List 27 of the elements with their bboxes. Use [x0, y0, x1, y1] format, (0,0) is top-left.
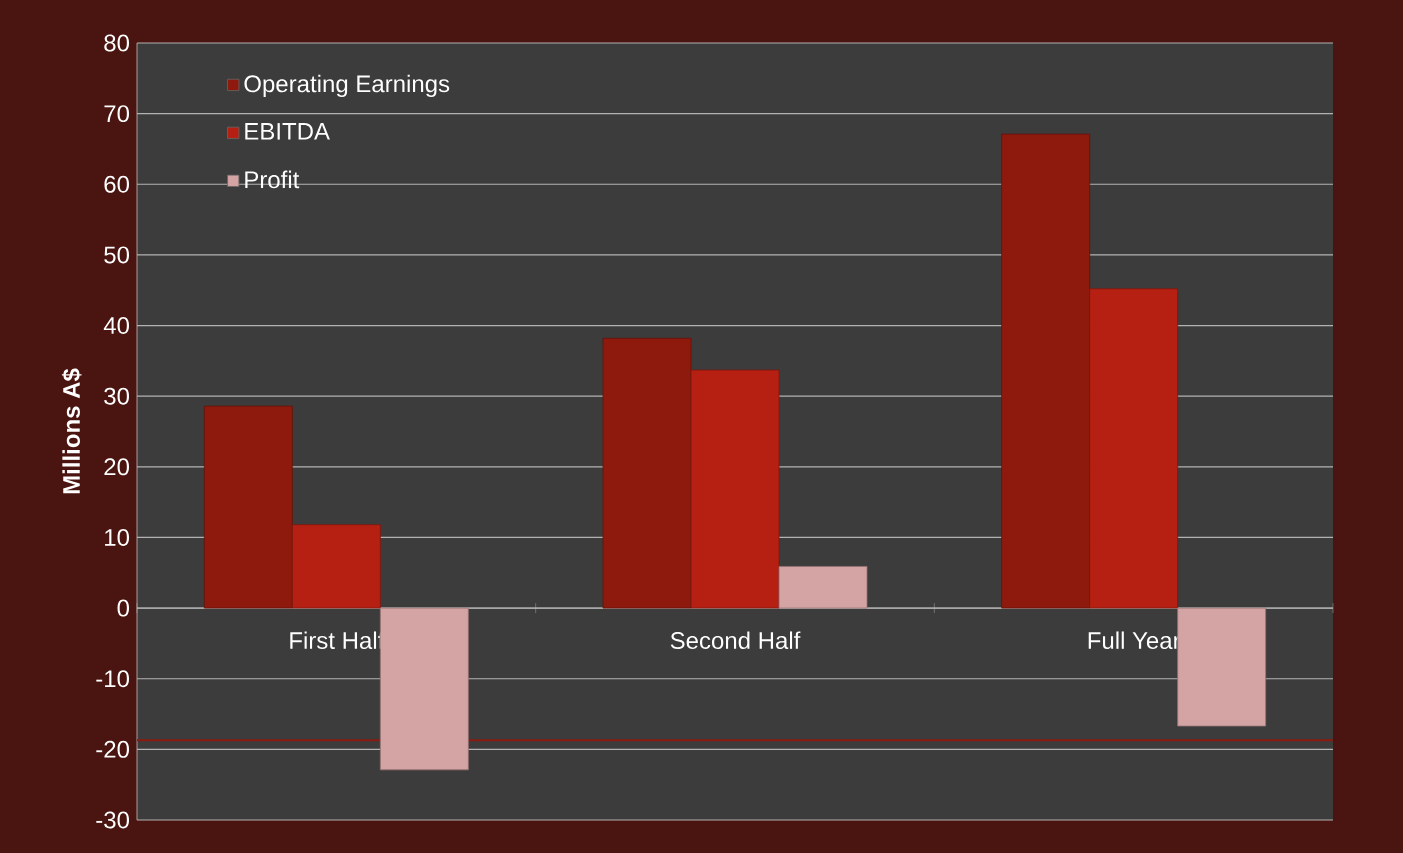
y-tick-label: 0: [117, 599, 130, 617]
legend-label: Operating Earnings: [244, 74, 450, 98]
bar: [602, 337, 692, 609]
x-tick-label: Full Year: [1088, 631, 1181, 650]
bar: [690, 369, 780, 609]
y-tick-label: 50: [104, 246, 130, 264]
y-tick-label: 40: [103, 317, 130, 335]
x-tick-label: Second Half: [670, 631, 801, 650]
legend-label: EBITDA: [245, 123, 330, 140]
bar: [778, 566, 868, 609]
bar: [291, 524, 381, 609]
y-tick-label: -10: [96, 670, 130, 688]
y-tick-label: 30: [104, 387, 130, 405]
y-tick-label: -30: [96, 811, 130, 829]
bar: [1177, 607, 1267, 727]
y-tick-label: 70: [104, 105, 130, 123]
y-tick-label: 20: [104, 458, 130, 476]
y-tick-label: 80: [104, 34, 130, 52]
bar: [379, 607, 469, 771]
legend-label: Profit: [245, 170, 300, 189]
bar: [1001, 133, 1091, 609]
bar: [203, 405, 293, 609]
y-tick-label: -20: [96, 740, 130, 758]
y-tick-label: 60: [104, 175, 130, 193]
y-axis-title: Millions A$: [61, 368, 82, 494]
bar: [1089, 288, 1179, 609]
y-tick-label: 10: [105, 528, 130, 546]
